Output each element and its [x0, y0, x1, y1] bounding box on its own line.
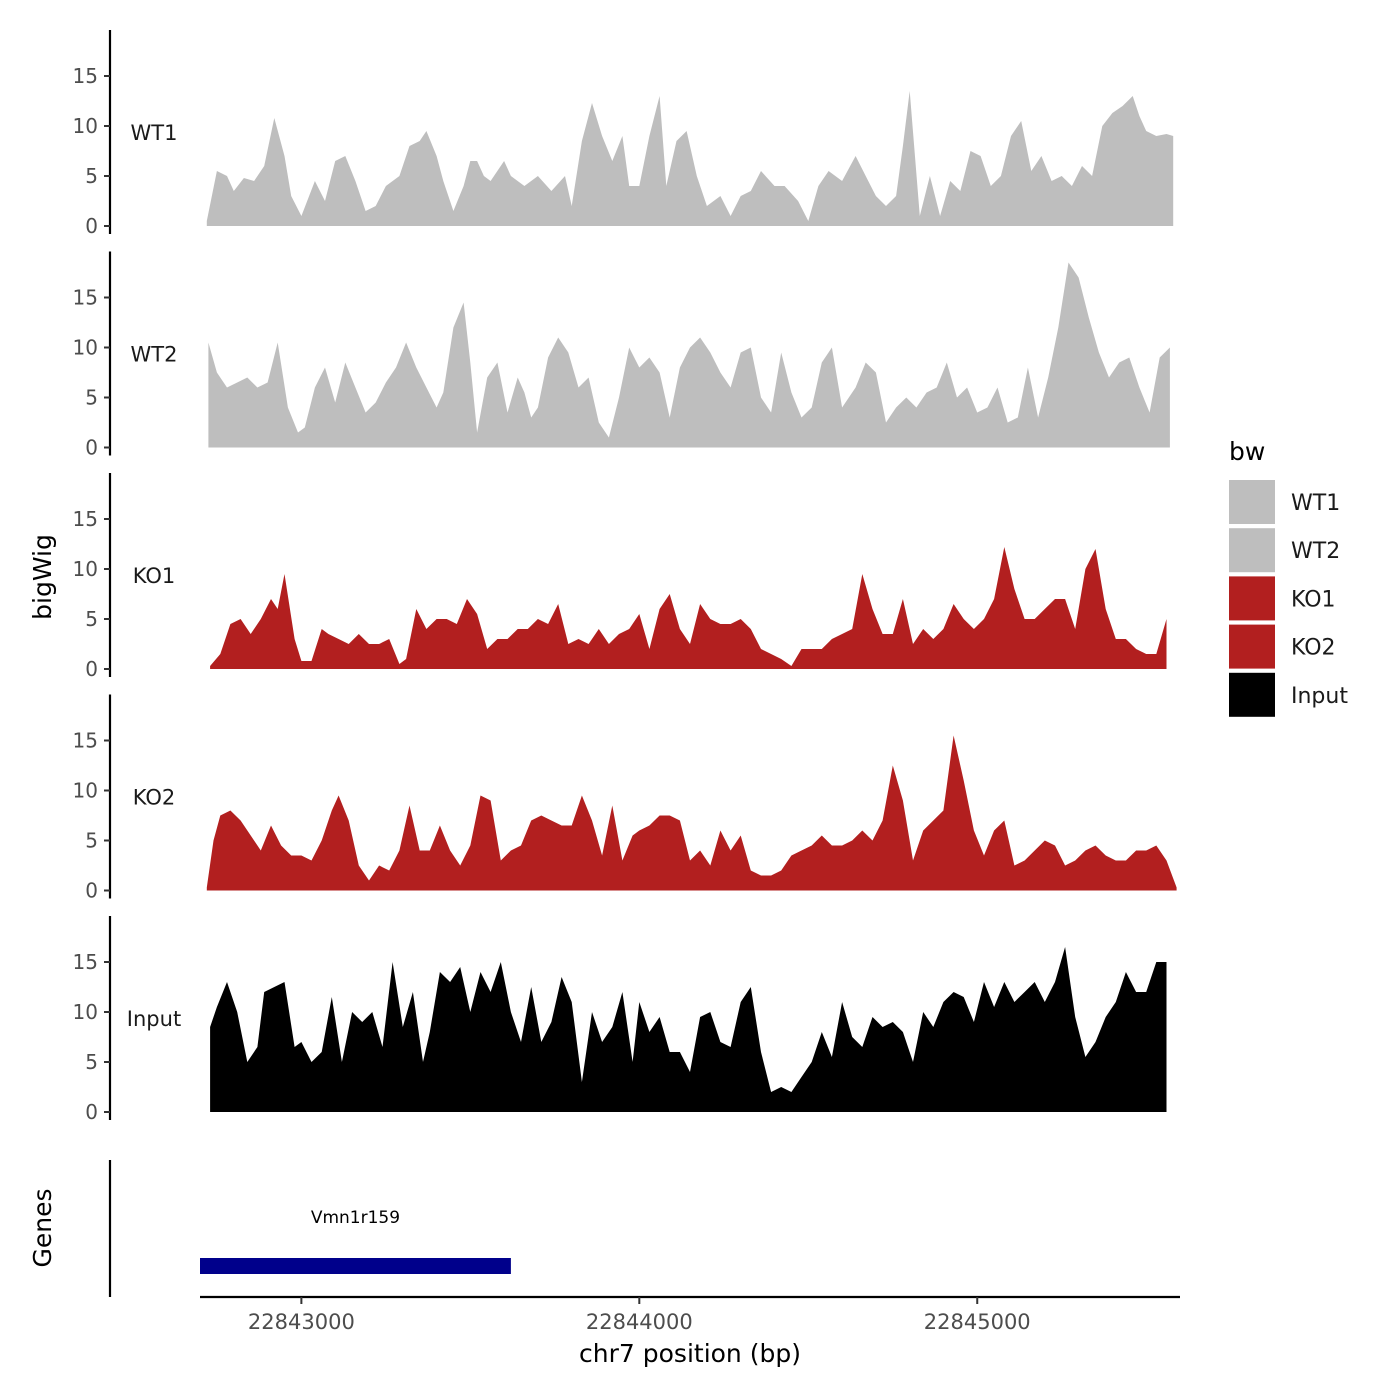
track-name-label: KO2: [133, 786, 176, 810]
y-tick-label: 15: [73, 729, 98, 753]
track-name-label: WT1: [131, 121, 178, 145]
coverage-area: [208, 262, 1170, 448]
y-tick-label: 5: [85, 164, 98, 188]
track-name-label: WT2: [131, 343, 178, 367]
y-tick-label: 5: [85, 1050, 98, 1074]
y-tick-label: 15: [73, 950, 98, 974]
legend-swatch: [1229, 624, 1275, 669]
legend-label: WT1: [1291, 491, 1340, 516]
legend: bw WT1 WT2 KO1 KO2 Input: [1229, 437, 1348, 717]
legend-label: KO1: [1291, 587, 1336, 612]
x-axis: 22843000 22844000 22845000: [200, 1295, 1180, 1334]
y-axis-title: bigWig: [28, 534, 57, 620]
x-tick-label: 22844000: [586, 1310, 693, 1334]
coverage-area: [210, 947, 1167, 1112]
y-tick-label: 10: [73, 336, 98, 360]
x-tick-label: 22845000: [924, 1310, 1031, 1334]
y-tick-label: 5: [85, 386, 98, 410]
y-tick-label: 15: [73, 286, 98, 310]
track-wt2: 0 5 10 15 WT2: [73, 251, 1170, 460]
y-tick-label: 0: [85, 879, 98, 903]
gene-label: Vmn1r159: [311, 1208, 400, 1228]
x-tick-label: 22843000: [248, 1310, 355, 1334]
y-tick-label: 0: [85, 436, 98, 460]
y-tick-label: 10: [73, 114, 98, 138]
track-ko1: 0 5 10 15 KO1: [73, 473, 1167, 681]
y-tick-label: 10: [73, 1000, 98, 1024]
track-name-label: KO1: [133, 564, 176, 588]
track-name-label: Input: [127, 1007, 181, 1031]
y-tick-label: 10: [73, 557, 98, 581]
coverage-area: [206, 735, 1177, 891]
legend-swatch: [1229, 576, 1275, 621]
genes-track: Vmn1r159: [108, 1160, 511, 1297]
y-tick-label: 0: [85, 657, 98, 681]
legend-label: KO2: [1291, 636, 1336, 661]
y-tick-label: 10: [73, 779, 98, 803]
legend-swatch: [1229, 672, 1275, 717]
y-tick-label: 5: [85, 829, 98, 853]
y-tick-label: 5: [85, 607, 98, 631]
track-input: 0 5 10 15 Input: [73, 916, 1167, 1124]
x-axis-title: chr7 position (bp): [579, 1339, 801, 1368]
legend-swatch: [1229, 528, 1275, 573]
y-tick-label: 0: [85, 214, 98, 238]
coverage-area: [206, 91, 1174, 226]
y-tick-label: 15: [73, 64, 98, 88]
gene-body: [200, 1258, 511, 1274]
track-ko2: 0 5 10 15 KO2: [73, 694, 1177, 903]
genes-axis-title: Genes: [28, 1188, 57, 1267]
legend-title: bw: [1229, 437, 1265, 466]
legend-swatch: [1229, 480, 1275, 524]
y-tick-label: 0: [85, 1100, 98, 1124]
coverage-tracks: 0 5 10 15 WT1 0 5 10 15 WT2 0 5 10 15 KO1 0 5 10 15 KO2 0 5 10…: [73, 30, 1177, 1124]
legend-label: Input: [1291, 684, 1348, 709]
track-wt1: 0 5 10 15 WT1: [73, 30, 1174, 238]
legend-label: WT2: [1291, 539, 1340, 564]
y-tick-label: 15: [73, 507, 98, 531]
coverage-area: [210, 547, 1167, 669]
